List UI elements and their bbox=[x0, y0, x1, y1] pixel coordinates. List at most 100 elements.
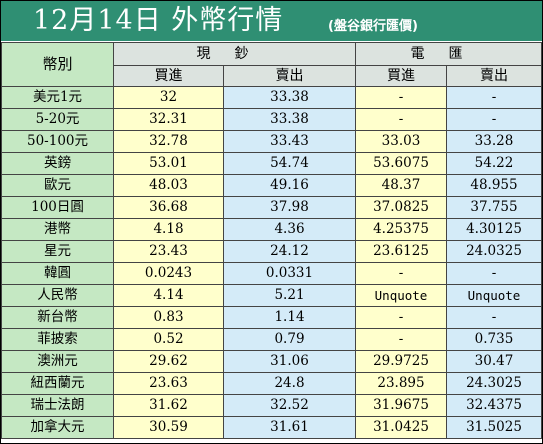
cash-sell-cell: 0.0331 bbox=[223, 262, 356, 285]
tt-sell-cell: Unquote bbox=[446, 284, 542, 307]
tt-sell-cell: 32.4375 bbox=[446, 394, 542, 417]
currency-name-cell: 歐元 bbox=[1, 174, 114, 197]
currency-name-cell: 100日圓 bbox=[1, 196, 114, 219]
currency-name-cell: 5-20元 bbox=[1, 108, 114, 131]
title-bar: 12月14日 外幣行情 (盤谷銀行匯價) bbox=[1, 1, 542, 41]
tt-sell-cell: 31.5025 bbox=[446, 416, 542, 439]
cash-buy-cell: 0.0243 bbox=[113, 262, 224, 285]
tt-sell-cell: 48.955 bbox=[446, 174, 542, 197]
table-row: 紐西蘭元 23.63 24.8 23.895 24.3025 bbox=[1, 372, 542, 395]
currency-name-cell: 韓圓 bbox=[1, 262, 114, 285]
tt-buy-header: 買進 bbox=[355, 65, 447, 87]
tt-buy-cell: 4.25375 bbox=[355, 218, 447, 241]
tt-sell-header: 賣出 bbox=[446, 65, 542, 87]
cash-sell-cell: 33.43 bbox=[223, 130, 356, 153]
tt-buy-cell: 53.6075 bbox=[355, 152, 447, 175]
cash-buy-cell: 0.52 bbox=[113, 328, 224, 351]
cash-sell-cell: 33.38 bbox=[223, 108, 356, 131]
telegraphic-group-header: 電匯 bbox=[355, 42, 542, 66]
cash-sell-header: 賣出 bbox=[223, 65, 356, 87]
currency-name-cell: 菲披索 bbox=[1, 328, 114, 351]
tt-sell-cell: 37.755 bbox=[446, 196, 542, 219]
cash-sell-cell: 49.16 bbox=[223, 174, 356, 197]
cash-sell-cell: 37.98 bbox=[223, 196, 356, 219]
table-row: 澳洲元 29.62 31.06 29.9725 30.47 bbox=[1, 350, 542, 373]
tt-sell-cell: 24.0325 bbox=[446, 240, 542, 263]
table-row: 新台幣 0.83 1.14- - bbox=[1, 306, 542, 329]
table-row: 歐元 48.03 49.16 48.37 48.955 bbox=[1, 174, 542, 197]
group-header-row: 幣別 現鈔 電匯 bbox=[1, 42, 542, 87]
table-row: 港幣 4.18 4.36 4.25375 4.30125 bbox=[1, 218, 542, 241]
cash-group-header: 現鈔 bbox=[113, 42, 356, 66]
cash-buy-header: 買進 bbox=[113, 65, 224, 87]
table-row: 100日圓 36.68 37.98 37.0825 37.755 bbox=[1, 196, 542, 219]
tt-buy-cell: 48.37 bbox=[355, 174, 447, 197]
currency-name-cell: 星元 bbox=[1, 240, 114, 263]
tt-sell-cell: 24.3025 bbox=[446, 372, 542, 395]
tt-buy-cell: 31.0425 bbox=[355, 416, 447, 439]
table-row: 美元1元 32 33.38- - bbox=[1, 86, 542, 109]
tt-buy-cell: - bbox=[355, 108, 447, 131]
cash-buy-cell: 31.62 bbox=[113, 394, 224, 417]
tt-sell-cell: 4.30125 bbox=[446, 218, 542, 241]
tt-buy-cell: - bbox=[355, 328, 447, 351]
tt-buy-cell: 23.6125 bbox=[355, 240, 447, 263]
currency-column-header: 幣別 bbox=[1, 42, 114, 87]
table-row: 5-20元 32.31 33.38- - bbox=[1, 108, 542, 131]
currency-name-cell: 人民幣 bbox=[1, 284, 114, 307]
cash-sell-cell: 31.06 bbox=[223, 350, 356, 373]
currency-name-cell: 紐西蘭元 bbox=[1, 372, 114, 395]
currency-name-cell: 50-100元 bbox=[1, 130, 114, 153]
cash-buy-cell: 23.63 bbox=[113, 372, 224, 395]
bank-source-label: (盤谷銀行匯價) bbox=[328, 19, 418, 34]
table-row: 韓圓 0.0243 0.0331- - bbox=[1, 262, 542, 285]
currency-name-cell: 澳洲元 bbox=[1, 350, 114, 373]
tt-buy-cell: - bbox=[355, 86, 447, 109]
cash-sell-cell: 0.79 bbox=[223, 328, 356, 351]
cash-buy-cell: 32.31 bbox=[113, 108, 224, 131]
cash-sell-cell: 24.8 bbox=[223, 372, 356, 395]
cash-buy-cell: 4.18 bbox=[113, 218, 224, 241]
tt-sell-cell: - bbox=[446, 108, 542, 131]
cash-buy-cell: 30.59 bbox=[113, 416, 224, 439]
currency-name-cell: 美元1元 bbox=[1, 86, 114, 109]
page-title: 12月14日 外幣行情 bbox=[33, 5, 284, 36]
cash-sell-cell: 4.36 bbox=[223, 218, 356, 241]
tt-sell-cell: - bbox=[446, 262, 542, 285]
tt-sell-cell: 0.735 bbox=[446, 328, 542, 351]
cash-sell-cell: 54.74 bbox=[223, 152, 356, 175]
cash-sell-cell: 33.38 bbox=[223, 86, 356, 109]
cash-buy-cell: 23.43 bbox=[113, 240, 224, 263]
tt-sell-cell: - bbox=[446, 86, 542, 109]
currency-name-cell: 港幣 bbox=[1, 218, 114, 241]
tt-buy-cell: 23.895 bbox=[355, 372, 447, 395]
table-row: 50-100元 32.78 33.43 33.03 33.28 bbox=[1, 130, 542, 153]
cash-buy-cell: 0.83 bbox=[113, 306, 224, 329]
cash-buy-cell: 48.03 bbox=[113, 174, 224, 197]
table-row: 瑞士法朗 31.62 32.52 31.9675 32.4375 bbox=[1, 394, 542, 417]
table-row: 菲披索 0.52 0.79-0.735 bbox=[1, 328, 542, 351]
cash-buy-cell: 4.14 bbox=[113, 284, 224, 307]
tt-buy-cell: 37.0825 bbox=[355, 196, 447, 219]
tt-buy-cell: - bbox=[355, 262, 447, 285]
sub-header-row: 買進 賣出 買進 賣出 bbox=[2, 65, 542, 87]
currency-name-cell: 英鎊 bbox=[1, 152, 114, 175]
currency-name-cell: 加拿大元 bbox=[1, 416, 114, 439]
cash-sell-cell: 32.52 bbox=[223, 394, 356, 417]
cash-sell-cell: 31.61 bbox=[223, 416, 356, 439]
currency-name-cell: 新台幣 bbox=[1, 306, 114, 329]
table-row: 英鎊 53.01 54.74 53.6075 54.22 bbox=[1, 152, 542, 175]
tt-sell-cell: 30.47 bbox=[446, 350, 542, 373]
cash-sell-cell: 1.14 bbox=[223, 306, 356, 329]
tt-sell-cell: 33.28 bbox=[446, 130, 542, 153]
cash-buy-cell: 32 bbox=[113, 86, 224, 109]
cash-sell-cell: 5.21 bbox=[223, 284, 356, 307]
table-row: 加拿大元 30.59 31.61 31.0425 31.5025 bbox=[1, 416, 542, 439]
tt-buy-cell: 31.9675 bbox=[355, 394, 447, 417]
cash-buy-cell: 53.01 bbox=[113, 152, 224, 175]
tt-buy-cell: 29.9725 bbox=[355, 350, 447, 373]
cash-buy-cell: 29.62 bbox=[113, 350, 224, 373]
exchange-rate-table: 幣別 現鈔 電匯 買進 賣出 買進 賣出 美元1元 32 33.38- -5-20元 3… bbox=[1, 42, 542, 439]
table-row: 人民幣 4.14 5.21 Unquote Unquote bbox=[1, 284, 542, 307]
tt-buy-cell: - bbox=[355, 306, 447, 329]
